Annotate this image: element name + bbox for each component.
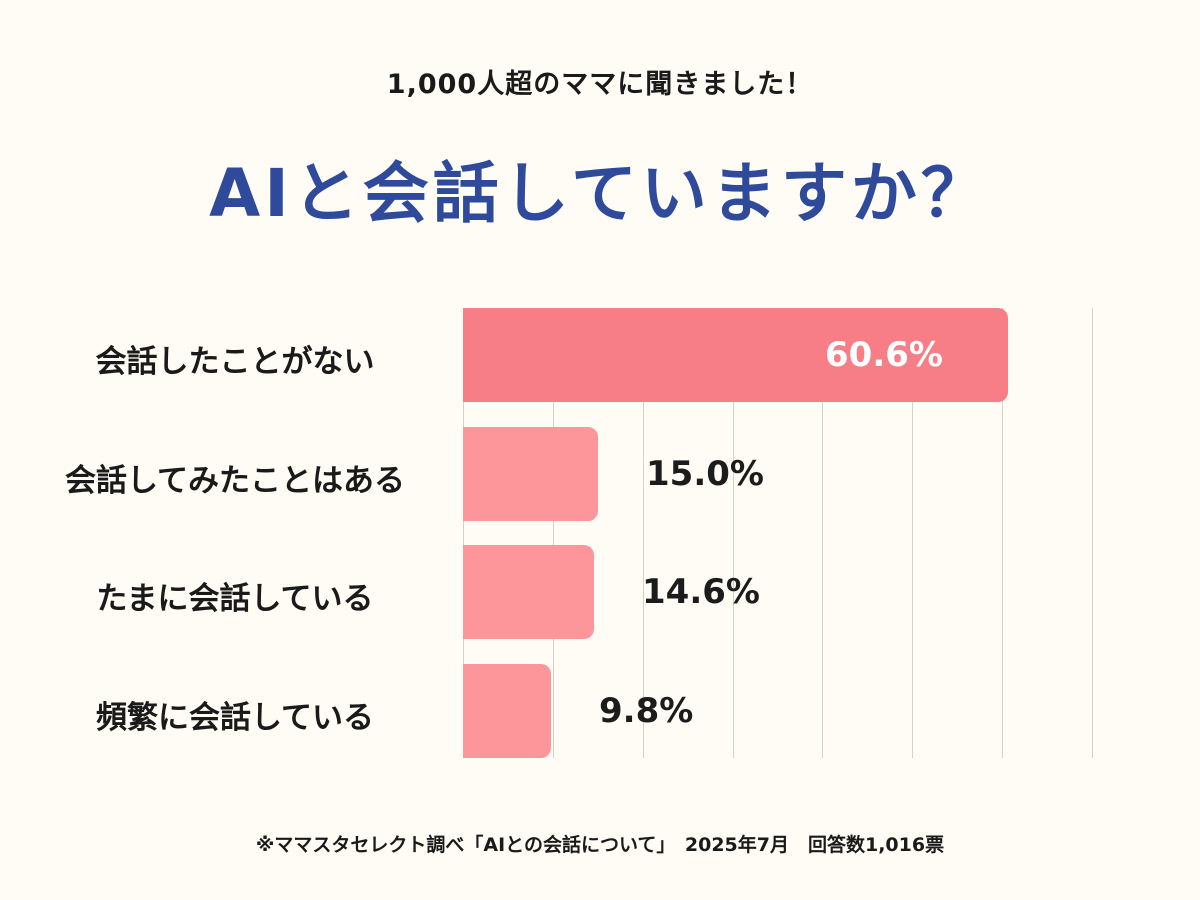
bar-value-label: 14.6% [642, 572, 760, 612]
gridline [822, 308, 823, 758]
survey-subtitle: 1,000人超のママに聞きました！ [386, 69, 814, 100]
bar [463, 427, 598, 521]
bar-row: 60.6% [463, 308, 1092, 402]
footnote: ※ママスタセレクト調べ「AIとの会話について」 2025年7月 回答数1,016… [255, 834, 945, 856]
category-label: 会話したことがない [95, 344, 375, 380]
bar-value-label: 9.8% [599, 691, 694, 731]
gridline [912, 308, 913, 758]
bar-row: 14.6% [463, 545, 1092, 639]
bar-row: 15.0% [463, 427, 1092, 521]
gridline [553, 308, 554, 758]
gridline [1092, 308, 1093, 758]
category-label: たまに会話している [96, 581, 374, 617]
gridline [643, 308, 644, 758]
gridline [1002, 308, 1003, 758]
category-label: 頻繁に会話している [95, 700, 375, 736]
bar [463, 664, 551, 758]
gridline [463, 308, 464, 758]
bar [463, 545, 594, 639]
gridline [733, 308, 734, 758]
chart-title: AIと会話していますか？ [209, 155, 991, 232]
bar [463, 308, 1008, 402]
bar-row: 9.8% [463, 664, 1092, 758]
category-label: 会話してみたことはある [64, 463, 406, 499]
bar-value-label: 15.0% [646, 454, 764, 494]
bar-value-label: 60.6% [825, 335, 943, 375]
bar-chart-plot: 60.6% 15.0% 14.6% 9.8% [463, 308, 1093, 758]
